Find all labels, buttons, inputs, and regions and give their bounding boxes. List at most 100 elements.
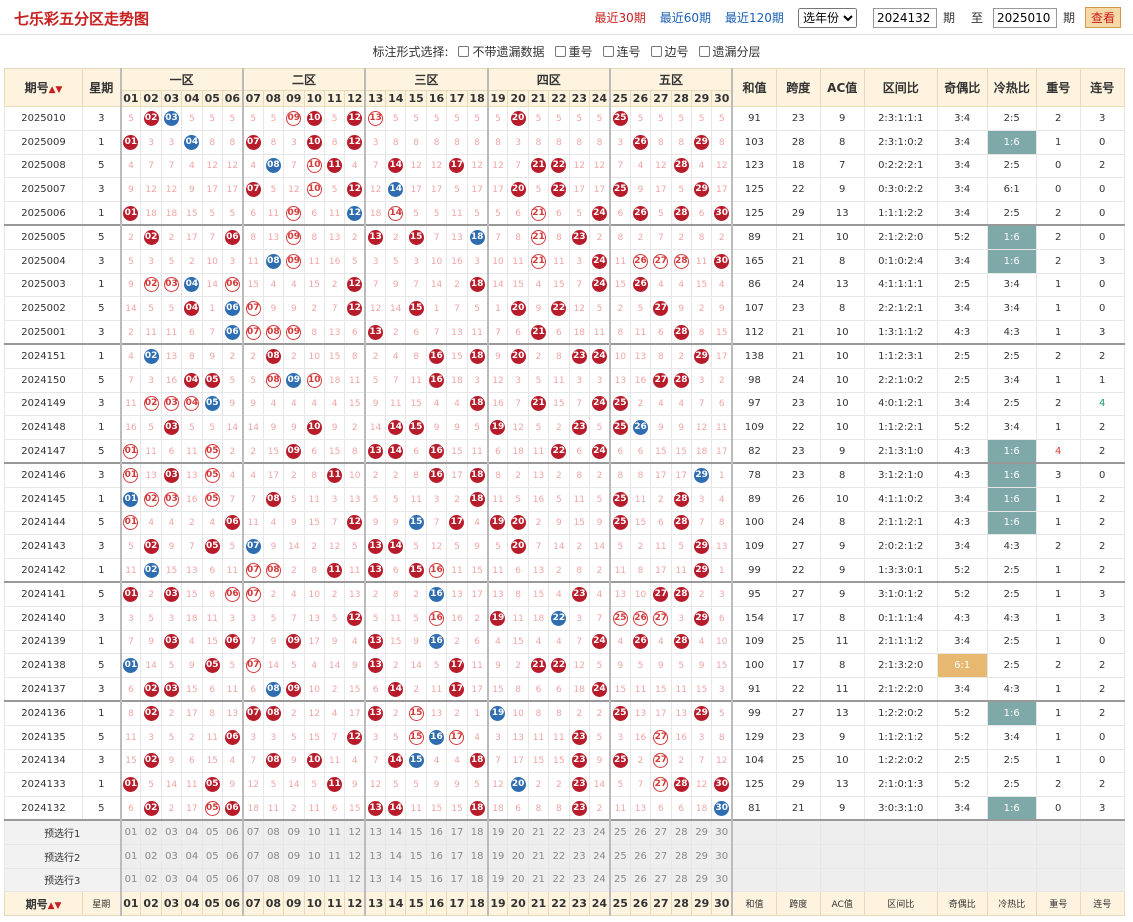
preselect-number[interactable]: 07 <box>241 843 264 869</box>
link-recent-30[interactable]: 最近30期 <box>594 11 646 25</box>
option-edge[interactable]: 边号 <box>650 43 689 60</box>
preselect-number[interactable]: 18 <box>466 819 489 845</box>
preselect-number[interactable]: 09 <box>283 843 305 869</box>
preselect-number[interactable]: 26 <box>629 843 652 869</box>
option-no-missing[interactable]: 不带遗漏数据 <box>458 43 545 60</box>
preselect-number[interactable]: 17 <box>446 819 468 845</box>
preselect-number[interactable]: 11 <box>323 867 346 893</box>
sort-icon[interactable]: ▲▼ <box>48 85 63 95</box>
preselect-number[interactable]: 28 <box>670 843 692 869</box>
preselect-number[interactable]: 03 <box>160 867 183 893</box>
checkbox-icon[interactable] <box>698 46 710 57</box>
preselect-number[interactable]: 28 <box>670 819 692 845</box>
checkbox-icon[interactable] <box>650 46 662 57</box>
preselect-number[interactable]: 13 <box>364 867 387 893</box>
preselect-number[interactable]: 23 <box>568 867 590 893</box>
preselect-number[interactable]: 25 <box>608 843 631 869</box>
preselect-number[interactable]: 18 <box>466 867 489 893</box>
preselect-number[interactable]: 28 <box>670 867 692 893</box>
preselect-number[interactable]: 04 <box>181 819 203 845</box>
from-period-input[interactable] <box>872 7 937 28</box>
preselect-number[interactable]: 27 <box>650 819 672 845</box>
preselect-number[interactable]: 01 <box>119 843 142 869</box>
preselect-number[interactable]: 02 <box>140 843 162 869</box>
preselect-number[interactable]: 02 <box>140 819 162 845</box>
checkbox-icon[interactable] <box>458 46 470 57</box>
link-recent-60[interactable]: 最近60期 <box>659 11 712 25</box>
preselect-number[interactable]: 10 <box>303 867 325 893</box>
preselect-number[interactable]: 10 <box>303 819 325 845</box>
preselect-number[interactable]: 16 <box>425 843 448 869</box>
preselect-number[interactable]: 30 <box>711 843 733 869</box>
preselect-number[interactable]: 24 <box>588 819 611 845</box>
checkbox-icon[interactable] <box>602 46 614 57</box>
preselect-number[interactable]: 05 <box>201 819 223 845</box>
query-button[interactable]: 查看 <box>1084 7 1121 28</box>
preselect-number[interactable]: 16 <box>425 819 448 845</box>
preselect-number[interactable]: 04 <box>181 843 203 869</box>
preselect-number[interactable]: 23 <box>568 843 590 869</box>
preselect-number[interactable]: 29 <box>690 867 713 893</box>
preselect-number[interactable]: 08 <box>262 867 285 893</box>
preselect-number[interactable]: 24 <box>588 843 611 869</box>
sort-icon[interactable]: ▲▼ <box>47 900 62 911</box>
preselect-number[interactable]: 21 <box>527 843 550 869</box>
preselect-number[interactable]: 03 <box>160 819 183 845</box>
preselect-number[interactable]: 20 <box>507 843 529 869</box>
preselect-number[interactable]: 01 <box>119 819 142 845</box>
preselect-number[interactable]: 21 <box>527 819 550 845</box>
column-period[interactable]: 期号▲▼ <box>4 68 83 107</box>
preselect-number[interactable]: 30 <box>711 819 733 845</box>
preselect-number[interactable]: 23 <box>568 819 590 845</box>
preselect-number[interactable]: 16 <box>425 867 448 893</box>
preselect-number[interactable]: 20 <box>507 867 529 893</box>
preselect-number[interactable]: 25 <box>608 819 631 845</box>
preselect-number[interactable]: 27 <box>650 867 672 893</box>
preselect-number[interactable]: 26 <box>629 819 652 845</box>
preselect-number[interactable]: 20 <box>507 819 529 845</box>
preselect-number[interactable]: 06 <box>221 843 244 869</box>
preselect-number[interactable]: 09 <box>283 819 305 845</box>
preselect-number[interactable]: 26 <box>629 867 652 893</box>
preselect-number[interactable]: 15 <box>405 843 427 869</box>
preselect-number[interactable]: 24 <box>588 867 611 893</box>
preselect-number[interactable]: 07 <box>241 819 264 845</box>
preselect-number[interactable]: 18 <box>466 843 489 869</box>
preselect-number[interactable]: 14 <box>385 819 407 845</box>
preselect-number[interactable]: 14 <box>385 843 407 869</box>
preselect-number[interactable]: 10 <box>303 843 325 869</box>
preselect-number[interactable]: 13 <box>364 819 387 845</box>
preselect-number[interactable]: 12 <box>344 843 366 869</box>
preselect-number[interactable]: 04 <box>181 867 203 893</box>
preselect-number[interactable]: 12 <box>344 819 366 845</box>
preselect-number[interactable]: 06 <box>221 819 244 845</box>
preselect-number[interactable]: 01 <box>119 867 142 893</box>
preselect-number[interactable]: 29 <box>690 843 713 869</box>
link-recent-120[interactable]: 最近120期 <box>725 11 784 25</box>
preselect-number[interactable]: 22 <box>548 819 570 845</box>
option-repeat[interactable]: 重号 <box>554 43 593 60</box>
preselect-number[interactable]: 05 <box>201 867 223 893</box>
preselect-number[interactable]: 25 <box>608 867 631 893</box>
preselect-number[interactable]: 03 <box>160 843 183 869</box>
preselect-number[interactable]: 19 <box>486 867 509 893</box>
preselect-number[interactable]: 29 <box>690 819 713 845</box>
footer-period[interactable]: 期号▲▼ <box>4 891 83 917</box>
preselect-number[interactable]: 08 <box>262 843 285 869</box>
preselect-number[interactable]: 05 <box>201 843 223 869</box>
preselect-number[interactable]: 21 <box>527 867 550 893</box>
preselect-number[interactable]: 13 <box>364 843 387 869</box>
preselect-number[interactable]: 11 <box>323 819 346 845</box>
option-consecutive[interactable]: 连号 <box>602 43 641 60</box>
preselect-number[interactable]: 08 <box>262 819 285 845</box>
preselect-number[interactable]: 07 <box>241 867 264 893</box>
preselect-number[interactable]: 30 <box>711 867 733 893</box>
preselect-number[interactable]: 15 <box>405 819 427 845</box>
checkbox-icon[interactable] <box>554 46 566 57</box>
preselect-number[interactable]: 19 <box>486 819 509 845</box>
preselect-number[interactable]: 11 <box>323 843 346 869</box>
preselect-number[interactable]: 14 <box>385 867 407 893</box>
preselect-number[interactable]: 22 <box>548 867 570 893</box>
option-missing-layer[interactable]: 遗漏分层 <box>698 43 761 60</box>
year-select[interactable]: 选年份 <box>797 7 857 28</box>
